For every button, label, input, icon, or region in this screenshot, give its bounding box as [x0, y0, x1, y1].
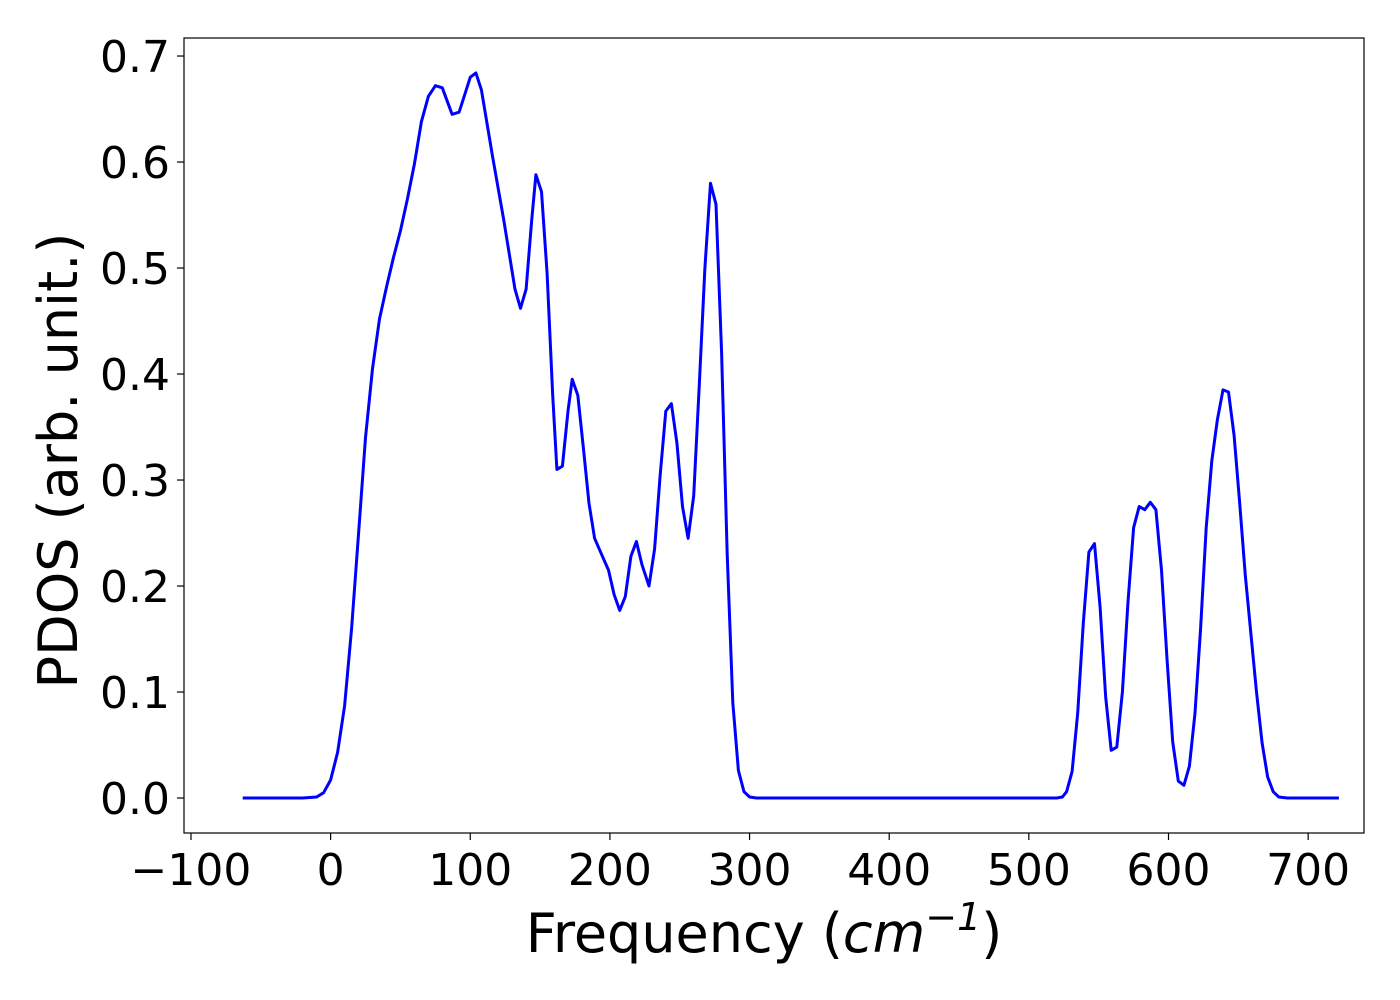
- y-tick-label: 0.0: [100, 774, 170, 825]
- series-line-1: [242, 71, 1339, 800]
- x-tick-label: 100: [428, 845, 512, 896]
- y-tick-label: 0.6: [100, 138, 170, 189]
- y-tick-label: 0.4: [100, 350, 170, 401]
- x-tick-label: 0: [317, 845, 345, 896]
- y-tick-label: 0.5: [100, 244, 170, 295]
- y-tick-label: 0.1: [100, 668, 170, 719]
- x-axis-title-suffix: ): [981, 902, 1002, 965]
- x-axis-title-unit: cm: [843, 902, 925, 965]
- plot-area-frame: [183, 37, 1365, 834]
- y-tick-label: 0.3: [100, 456, 170, 507]
- x-axis-title: Frequency (cm−1): [526, 895, 1003, 965]
- x-axis-title-exponent: −1: [925, 895, 981, 939]
- y-tick-label: 0.7: [100, 32, 170, 83]
- x-tick-label: 300: [708, 845, 792, 896]
- y-ticks: 0.0 0.1 0.2 0.3 0.4 0.5 0.6 0.7: [100, 32, 184, 825]
- x-ticks: −100 0 100 200 300 400 500 600 700: [131, 833, 1350, 896]
- x-axis-title-prefix: Frequency (: [526, 902, 843, 965]
- x-tick-label: 500: [987, 845, 1071, 896]
- x-tick-label: 200: [568, 845, 652, 896]
- x-tick-label: 600: [1127, 845, 1211, 896]
- line-series-layer: [242, 71, 1339, 800]
- y-axis-title: PDOS (arb. unit.): [27, 233, 90, 689]
- y-tick-label: 0.2: [100, 562, 170, 613]
- x-tick-label: −100: [131, 845, 252, 896]
- x-tick-label: 400: [847, 845, 931, 896]
- x-tick-label: 700: [1266, 845, 1350, 896]
